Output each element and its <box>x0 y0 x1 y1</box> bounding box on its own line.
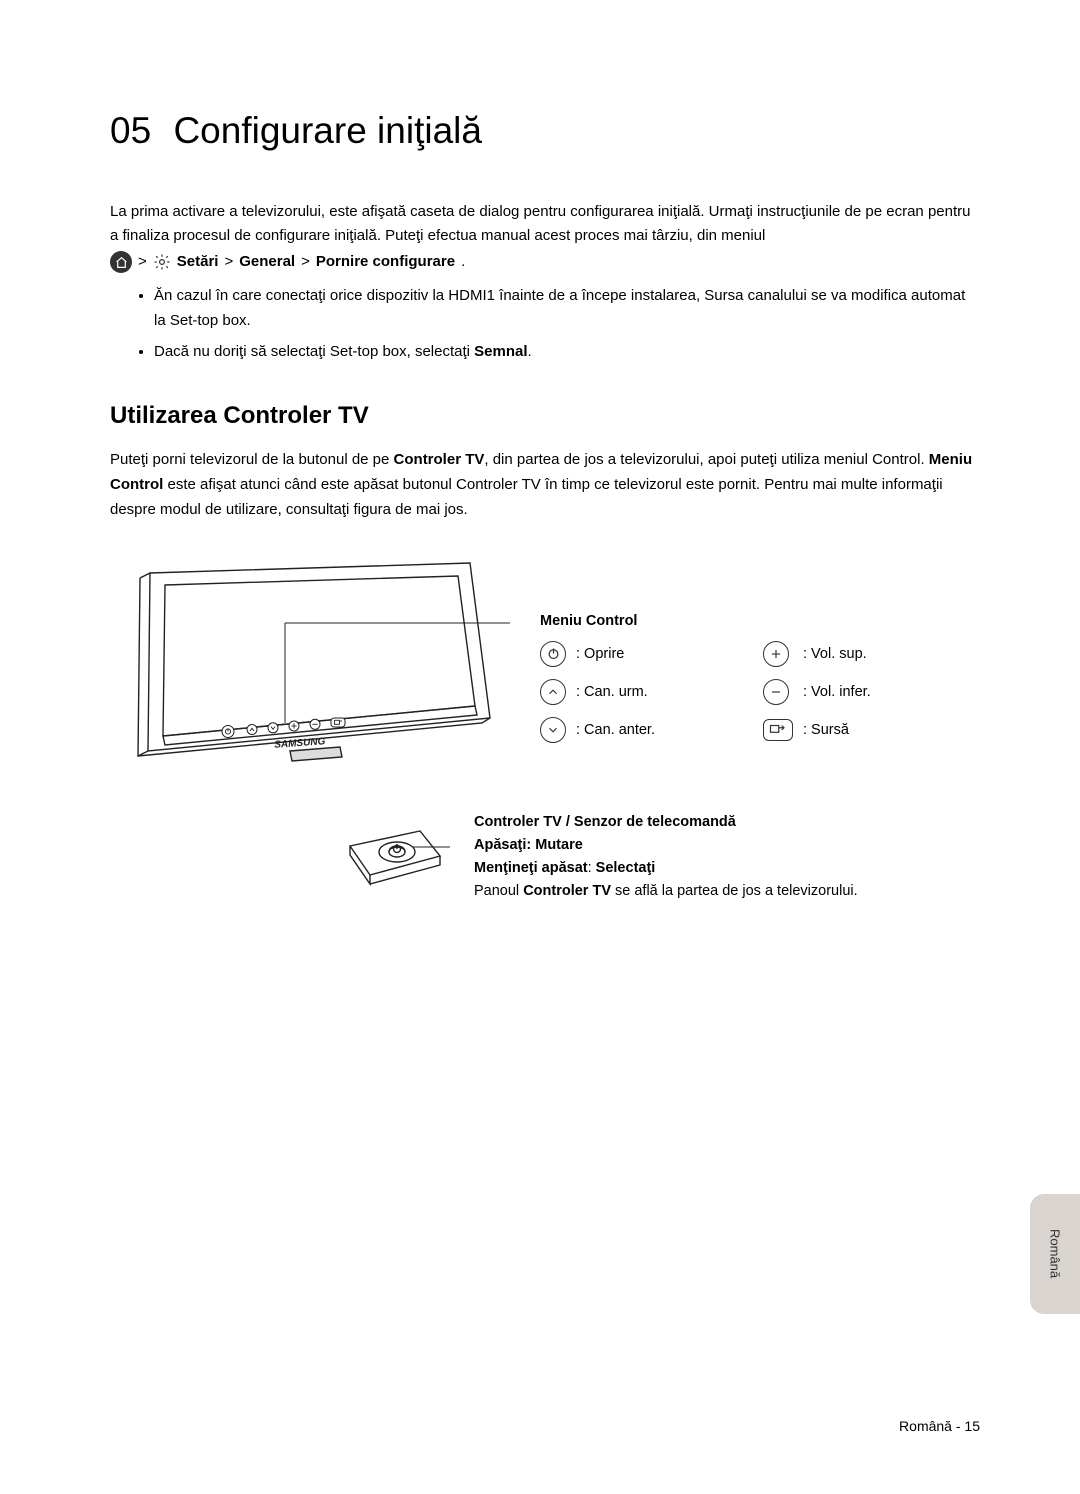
menu-control-legend: Meniu Control : Oprire : Vol. sup. : Can… <box>540 553 980 783</box>
chapter-title-text: Configurare iniţială <box>173 110 482 151</box>
page-footer: Română - 15 <box>899 1418 980 1434</box>
legend-source-label: : Sursă <box>803 722 980 738</box>
gear-icon <box>153 253 171 271</box>
path-settings: Setări <box>177 250 219 274</box>
source-icon <box>763 719 793 741</box>
path-sep-1: > <box>138 250 147 274</box>
legend-title: Meniu Control <box>540 613 980 629</box>
minus-icon <box>763 679 789 705</box>
controller-notes-row: Controler TV / Senzor de telecomandă Apă… <box>110 811 980 904</box>
figure-row: SAMSUNG Meniu Control : Oprire : Vol. su… <box>110 553 980 783</box>
side-tab-label: Română <box>1048 1229 1063 1278</box>
controller-button-illustration <box>340 811 450 896</box>
home-icon <box>110 251 132 273</box>
path-start: Pornire configurare <box>316 250 455 274</box>
legend-volup-label: : Vol. sup. <box>803 646 980 662</box>
path-sep-3: > <box>301 250 310 274</box>
note-hold: Menţineţi apăsat: Selectaţi <box>474 857 980 880</box>
language-side-tab: Română <box>1030 1194 1080 1314</box>
legend-chdown-label: : Can. anter. <box>576 722 753 738</box>
intro-paragraph: La prima activare a televizorului, este … <box>110 200 980 248</box>
note-title: Controler TV / Senzor de telecomandă <box>474 811 980 834</box>
path-sep-2: > <box>224 250 233 274</box>
plus-icon <box>763 641 789 667</box>
bullet-2: Dacă nu doriţi să selectaţi Set-top box,… <box>154 340 980 365</box>
tv-illustration: SAMSUNG <box>110 553 510 783</box>
power-icon <box>540 641 566 667</box>
note-press: Apăsaţi: Mutare <box>474 834 980 857</box>
chapter-number: 05 <box>110 110 151 151</box>
legend-voldown-label: : Vol. infer. <box>803 684 980 700</box>
up-icon <box>540 679 566 705</box>
down-icon <box>540 717 566 743</box>
legend-chup-label: : Can. urm. <box>576 684 753 700</box>
bullet-1: Ăn cazul în care conectaţi orice dispozi… <box>154 284 980 334</box>
path-general: General <box>239 250 295 274</box>
chapter-title: 05 Configurare iniţială <box>110 110 980 152</box>
bullet-list: Ăn cazul în care conectaţi orice dispozi… <box>154 284 980 364</box>
menu-path: > Setări > General > Pornire configurare… <box>110 250 980 274</box>
controller-notes: Controler TV / Senzor de telecomandă Apă… <box>474 811 980 904</box>
note-location: Panoul Controler TV se află la partea de… <box>474 880 980 903</box>
section-heading: Utilizarea Controler TV <box>110 402 980 430</box>
legend-power-label: : Oprire <box>576 646 753 662</box>
section-paragraph: Puteţi porni televizorul de la butonul d… <box>110 448 980 522</box>
